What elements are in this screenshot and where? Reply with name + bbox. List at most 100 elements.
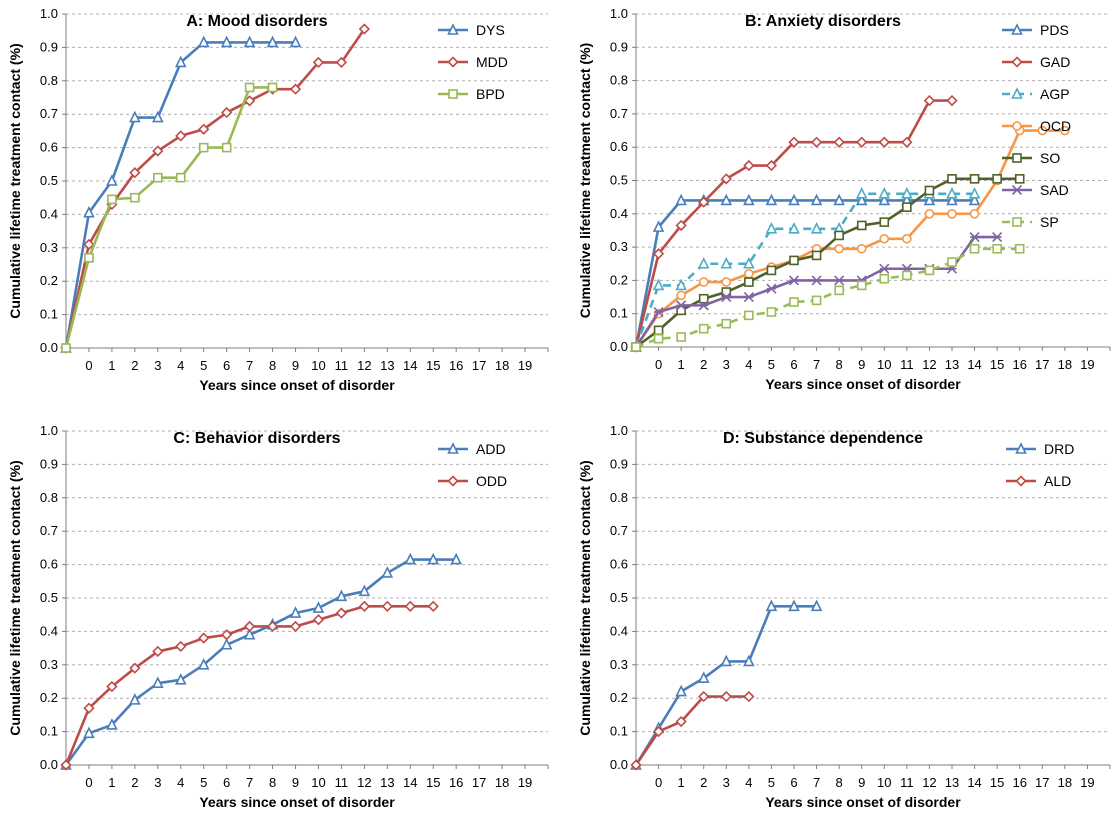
x-tick-label: 14 bbox=[967, 357, 981, 372]
data-point-add bbox=[174, 673, 187, 685]
x-tick-label: 16 bbox=[449, 775, 463, 790]
x-tick-label: 9 bbox=[858, 357, 865, 372]
series-line-agp bbox=[634, 192, 975, 348]
x-tick-label: 0 bbox=[655, 357, 662, 372]
data-point-gad bbox=[652, 248, 665, 260]
y-tick-label: 0.3 bbox=[40, 240, 58, 255]
legend-label: GAD bbox=[1040, 54, 1070, 70]
series-line-mdd bbox=[64, 28, 366, 349]
data-point-sp bbox=[744, 310, 754, 321]
data-point-so bbox=[856, 220, 867, 231]
data-point-mdd bbox=[152, 145, 164, 157]
y-tick-label: 0.6 bbox=[610, 139, 628, 154]
data-point-mdd bbox=[312, 56, 325, 69]
y-tick-label: 0.9 bbox=[610, 39, 628, 54]
data-point-agp bbox=[878, 187, 891, 199]
data-point-bpd bbox=[175, 172, 186, 183]
data-point-drd bbox=[810, 599, 823, 612]
data-point-odd bbox=[312, 614, 325, 626]
data-point-add bbox=[358, 584, 371, 597]
y-axis-title: Cumulative lifetime treatment contact (%… bbox=[7, 43, 23, 318]
data-point-drd bbox=[675, 684, 687, 697]
data-point-sad bbox=[676, 300, 687, 311]
x-tick-label: 9 bbox=[858, 775, 865, 790]
legend-label: MDD bbox=[476, 54, 508, 70]
data-point-pds bbox=[675, 193, 687, 206]
data-point-gad bbox=[743, 159, 755, 172]
x-tick-label: 6 bbox=[223, 775, 230, 790]
x-tick-label: 17 bbox=[472, 775, 486, 790]
x-tick-label: 14 bbox=[403, 775, 417, 790]
data-point-sad bbox=[788, 275, 800, 286]
data-point-mdd bbox=[289, 83, 302, 95]
chart-panel-3: 0.00.10.20.30.40.50.60.70.80.91.00 1 2 3 4 5 6… bbox=[7, 423, 549, 810]
data-point-add bbox=[381, 566, 394, 578]
y-tick-label: 0.4 bbox=[610, 206, 628, 221]
data-point-agp bbox=[968, 187, 981, 199]
x-tick-label: 15 bbox=[426, 775, 440, 790]
y-tick-label: 0.1 bbox=[40, 307, 58, 322]
y-tick-label: 0.5 bbox=[40, 590, 58, 605]
data-point-mdd bbox=[221, 106, 233, 119]
data-point-gad bbox=[833, 136, 845, 148]
data-point-gad bbox=[698, 196, 710, 208]
data-point-so bbox=[992, 174, 1002, 184]
data-point-pds bbox=[788, 193, 800, 206]
chart-panel-2: 0.0 0.1 0.2 0.3 0.4 0.5 0.6 0.7 0.8 0.9 1.0 0 1 2 3 4 5 6… bbox=[577, 6, 1111, 392]
legend-marker bbox=[1012, 153, 1022, 163]
data-point-agp bbox=[743, 256, 755, 269]
data-point-so bbox=[969, 174, 980, 184]
data-point-drd bbox=[697, 671, 710, 683]
legend-marker bbox=[447, 442, 459, 454]
data-point-add bbox=[197, 658, 210, 670]
x-tick-label: 7 bbox=[813, 775, 820, 790]
legend-item-sp: SP bbox=[1002, 214, 1059, 230]
x-tick-label: 19 bbox=[1080, 357, 1094, 372]
x-tick-label: 2 bbox=[700, 357, 707, 372]
chart-title: B: Anxiety disorders bbox=[745, 13, 901, 30]
data-point-add bbox=[83, 726, 95, 739]
legend-marker bbox=[1011, 56, 1023, 68]
data-point-sp bbox=[924, 265, 935, 276]
legend-item-so: SO bbox=[1002, 150, 1060, 166]
x-tick-label: 4 bbox=[177, 775, 184, 790]
y-tick-label: 0.7 bbox=[610, 106, 628, 121]
data-point-agp bbox=[901, 187, 913, 199]
data-point-ocd bbox=[721, 277, 732, 287]
x-tick-label: 15 bbox=[426, 358, 440, 373]
data-point-mdd bbox=[243, 95, 256, 107]
data-point-add bbox=[129, 693, 141, 705]
data-point-ocd bbox=[1037, 125, 1048, 136]
data-point-ocd bbox=[834, 243, 844, 254]
data-point-agp bbox=[765, 221, 778, 234]
y-tick-label: 0.6 bbox=[610, 557, 628, 572]
data-point-so bbox=[879, 217, 890, 227]
legend-label: SO bbox=[1040, 150, 1060, 166]
x-tick-label: 19 bbox=[1080, 775, 1094, 790]
x-tick-label: 16 bbox=[449, 358, 463, 373]
data-point-dys bbox=[197, 35, 210, 48]
legend-marker bbox=[447, 23, 459, 35]
data-point-drd bbox=[765, 599, 778, 612]
x-axis-title: Years since onset of disorder bbox=[765, 376, 961, 392]
data-point-ocd bbox=[924, 209, 935, 219]
legend-marker bbox=[1011, 87, 1023, 99]
data-point-sp bbox=[766, 307, 777, 317]
x-tick-label: 10 bbox=[311, 775, 325, 790]
data-point-sp bbox=[856, 280, 867, 291]
data-point-mdd bbox=[129, 167, 141, 179]
x-tick-label: 1 bbox=[678, 775, 685, 790]
series-odd bbox=[60, 600, 439, 771]
data-point-drd bbox=[743, 654, 755, 667]
legend-item-bpd: BPD bbox=[438, 86, 505, 102]
data-point-mdd bbox=[83, 238, 95, 251]
data-point-dys bbox=[174, 55, 187, 68]
x-tick-label: 13 bbox=[945, 775, 959, 790]
y-tick-label: 0.4 bbox=[40, 623, 58, 638]
data-point-ald bbox=[698, 690, 710, 703]
data-point-sp bbox=[902, 270, 912, 281]
data-point-odd bbox=[358, 600, 371, 612]
chart-panel-1: 0.00.10.20.30.40.50.60.70.80.91.00 1 2 3 4 5 6… bbox=[7, 6, 549, 393]
x-tick-label: 2 bbox=[131, 358, 138, 373]
x-tick-label: 12 bbox=[357, 775, 371, 790]
